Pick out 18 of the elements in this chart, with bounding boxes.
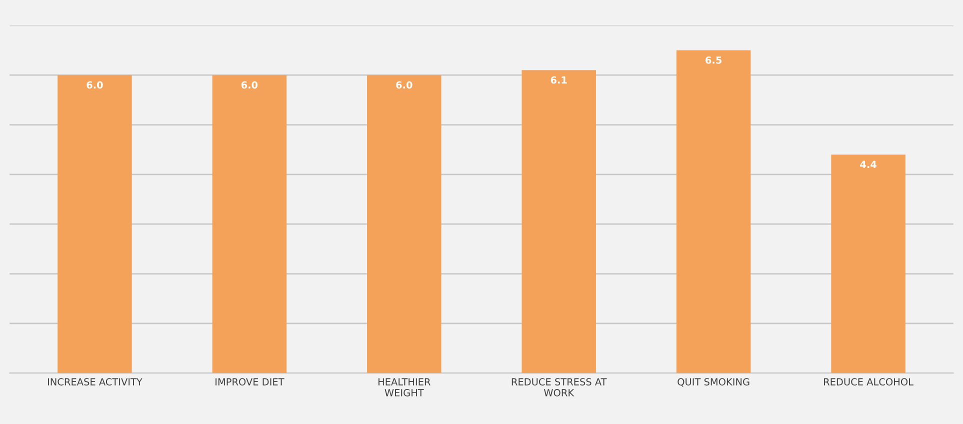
data-label: 6.5: [706, 56, 722, 64]
bar: [676, 50, 751, 374]
bar: [367, 75, 442, 374]
data-label: 6.0: [86, 81, 103, 89]
data-label: 6.0: [241, 81, 258, 89]
x-tick-label: IMPROVE DIET: [216, 378, 284, 386]
data-label: 6.0: [396, 81, 412, 89]
bar: [58, 75, 132, 374]
data-label: 6.1: [550, 76, 567, 84]
bar: [831, 154, 906, 374]
x-tick-label: INCREASE ACTIVITY: [48, 378, 142, 386]
x-tick-label: REDUCE STRESS AT WORK: [512, 378, 607, 396]
x-tick-label: REDUCE ALCOHOL: [824, 378, 914, 386]
x-tick-label: HEALTHIER WEIGHT: [378, 378, 430, 396]
data-label: 4.4: [860, 160, 876, 168]
x-tick-label: QUIT SMOKING: [678, 378, 750, 387]
bar: [522, 70, 596, 374]
bar: [212, 75, 287, 374]
